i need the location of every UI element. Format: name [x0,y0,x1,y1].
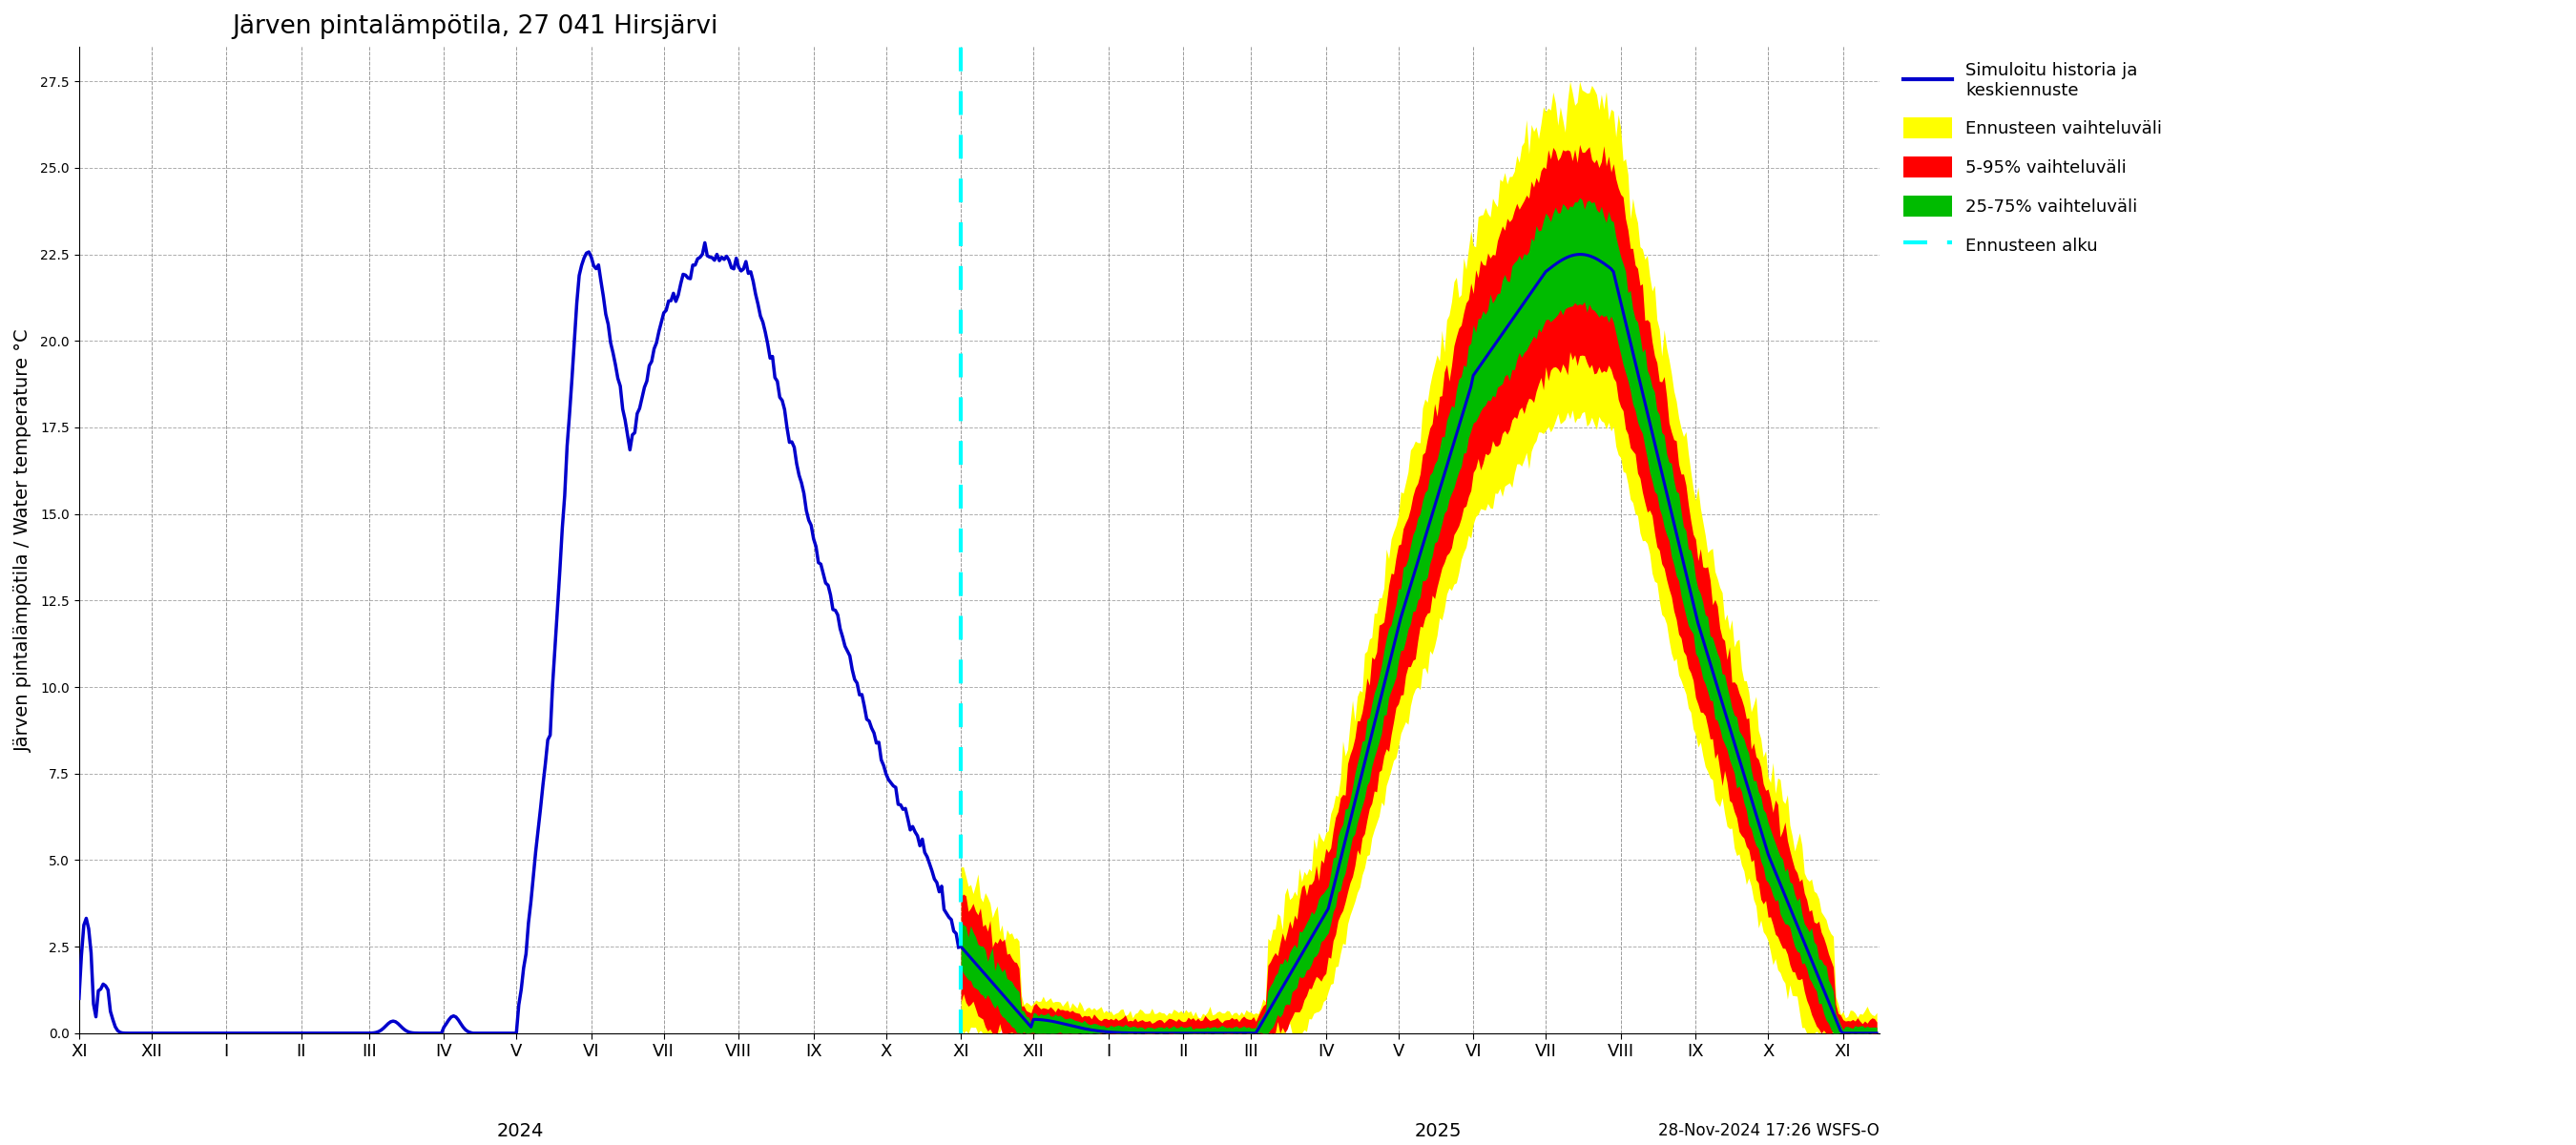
Legend: Simuloitu historia ja
keskiennuste, Ennusteen vaihteluväli, 5-95% vaihteluväli, : Simuloitu historia ja keskiennuste, Ennu… [1896,55,2169,262]
Text: 2025: 2025 [1414,1122,1461,1140]
Text: 28-Nov-2024 17:26 WSFS-O: 28-Nov-2024 17:26 WSFS-O [1659,1122,1880,1139]
Text: Järven pintalämpötila, 27 041 Hirsjärvi: Järven pintalämpötila, 27 041 Hirsjärvi [232,14,719,39]
Text: 2024: 2024 [497,1122,544,1140]
Y-axis label: Järven pintalämpötila / Water temperature °C: Järven pintalämpötila / Water temperatur… [15,329,33,751]
